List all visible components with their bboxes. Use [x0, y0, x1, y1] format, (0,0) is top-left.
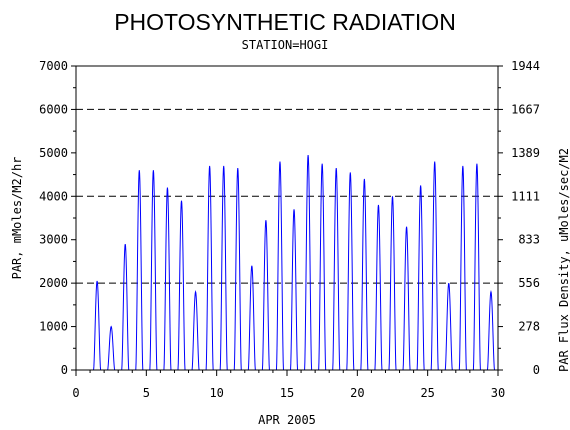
y2-tick-label: 556: [518, 276, 540, 290]
y-tick-label: 5000: [39, 146, 68, 160]
y-tick-label: 6000: [39, 102, 68, 116]
y2-axis-label: PAR Flux Density, uMoles/sec/M2: [557, 148, 570, 372]
x-tick-label: 5: [143, 386, 150, 400]
y2-tick-label: 833: [518, 233, 540, 247]
x-tick-label: 10: [209, 386, 223, 400]
y-tick-label: 3000: [39, 233, 68, 247]
x-tick-label: 0: [72, 386, 79, 400]
axes: 0 1000 2000 3000 4000 5000 6000 7000 0 278 556 833 1…: [39, 59, 540, 400]
gridlines: [76, 108, 498, 284]
x-tick-label: 30: [491, 386, 505, 400]
y-tick-label: 7000: [39, 59, 68, 73]
y-tick-label: 0: [61, 363, 68, 377]
plot-frame: [75, 65, 499, 371]
y2-tick-label: 1389: [511, 146, 540, 160]
chart-subtitle: STATION=HOGI: [242, 38, 329, 52]
y2-tick-label: 1667: [511, 102, 540, 116]
y-tick-label: 2000: [39, 276, 68, 290]
y2-tick-label: 1111: [511, 189, 540, 203]
y-tick-label: 4000: [39, 189, 68, 203]
x-tick-label: 25: [420, 386, 434, 400]
x-axis-label: APR 2005: [258, 413, 316, 427]
y-axis-label: PAR, mMoles/M2/hr: [10, 157, 24, 280]
par-line: [90, 154, 498, 371]
x-tick-label: 15: [280, 386, 294, 400]
y-tick-label: 1000: [39, 320, 68, 334]
chart-title: PHOTOSYNTHETIC RADIATION: [114, 9, 456, 35]
y2-tick-label: 1944: [511, 59, 540, 73]
x-tick-label: 20: [350, 386, 364, 400]
y2-tick-label: 0: [533, 363, 540, 377]
series-par: [90, 154, 498, 371]
y2-tick-label: 278: [518, 320, 540, 334]
